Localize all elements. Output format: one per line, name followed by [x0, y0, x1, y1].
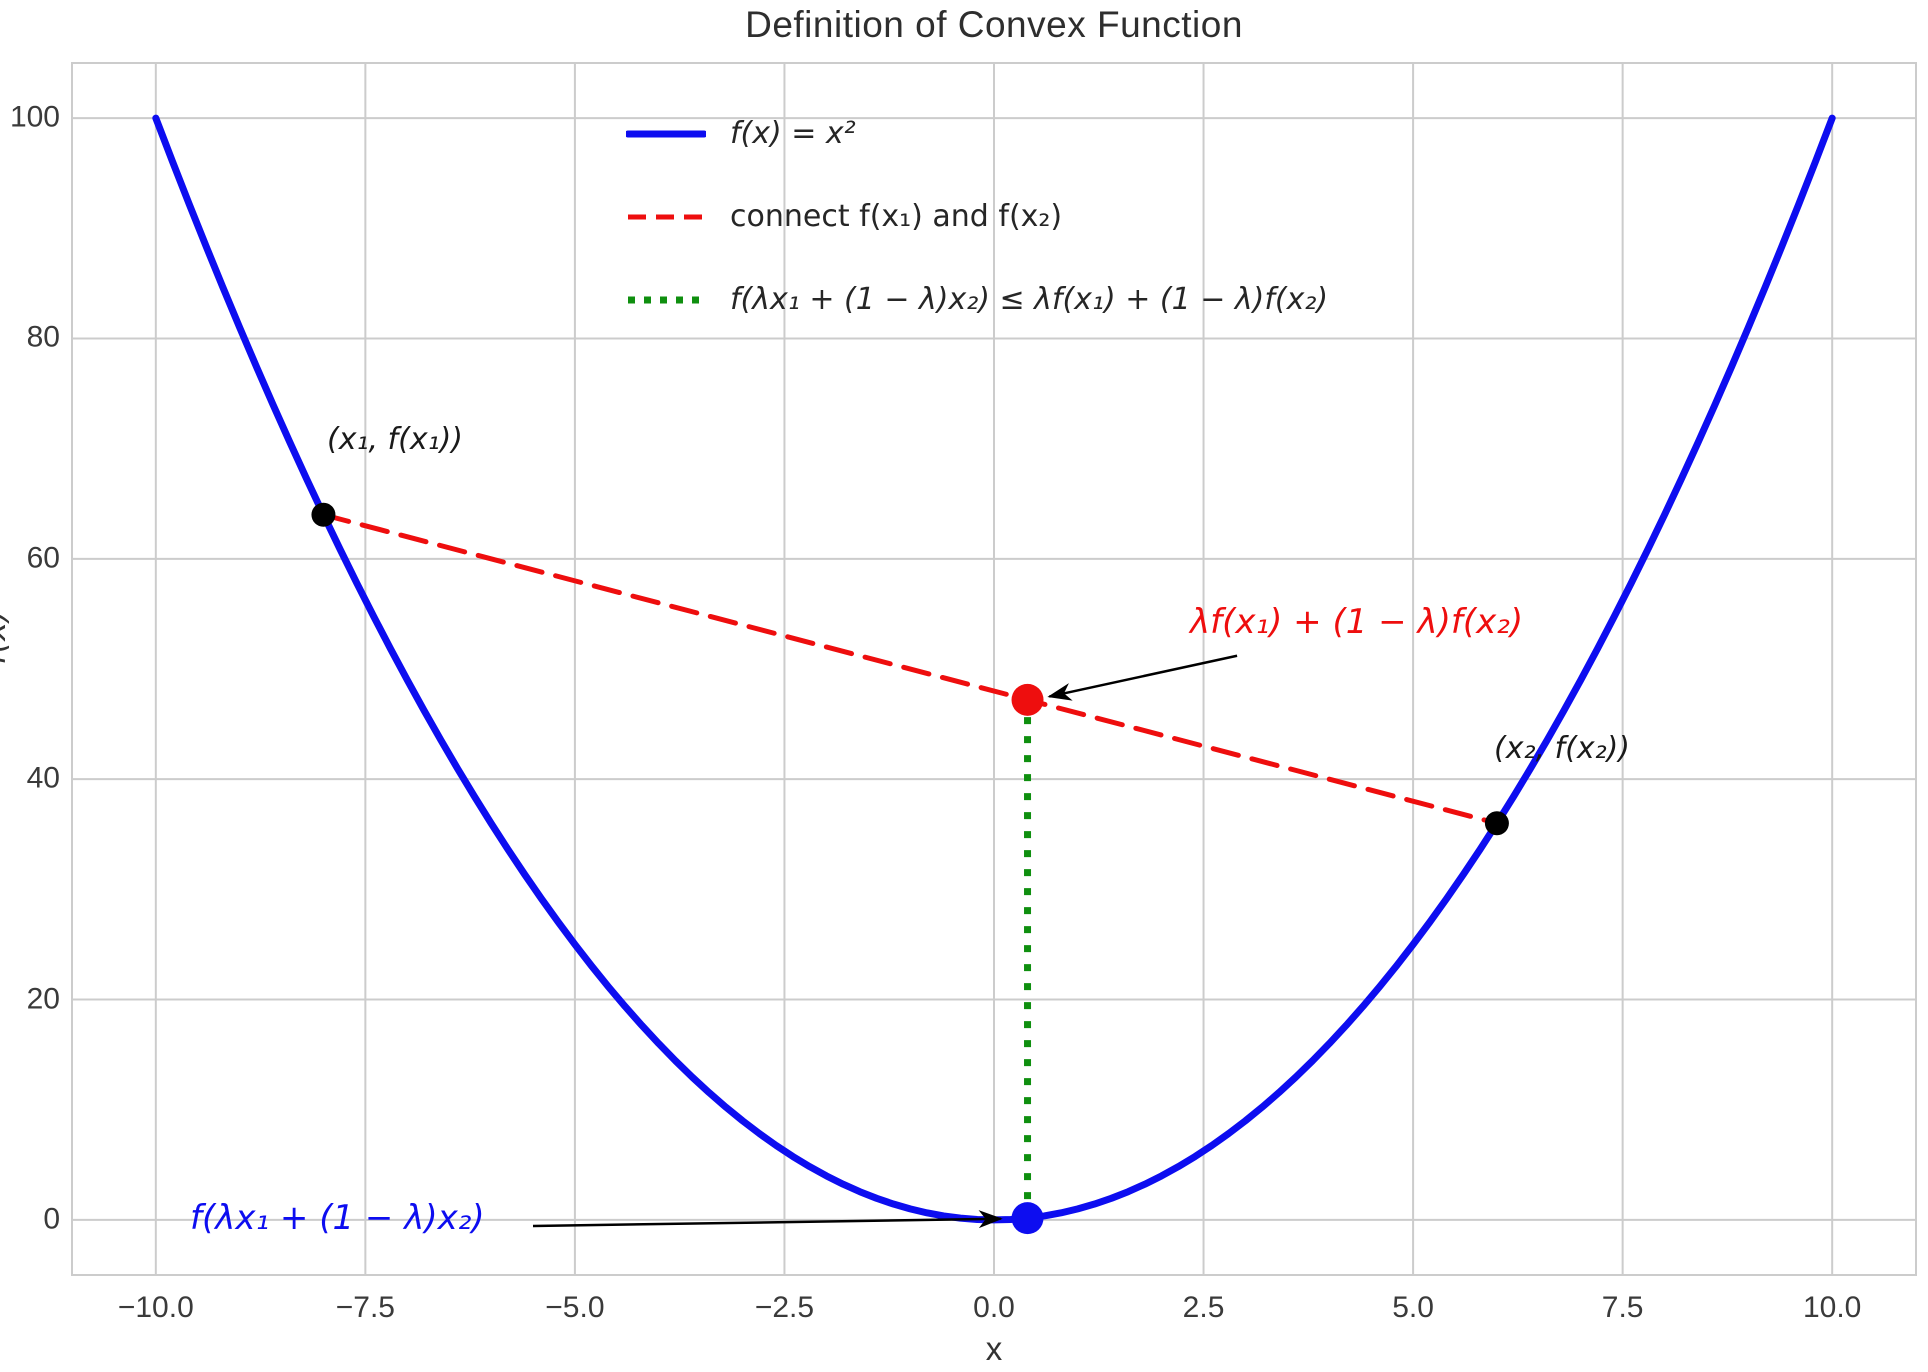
point-x1 [311, 502, 336, 527]
legend-entry: connect f(x₁) and f(x₂) [626, 175, 1328, 258]
x-tick-label: −7.5 [335, 1291, 395, 1324]
x-tick-label: 5.0 [1392, 1291, 1434, 1324]
legend-entry: f(λx₁ + (1 − λ)x₂) ≤ λf(x₁) + (1 − λ)f(x… [626, 258, 1328, 341]
legend-label: f(λx₁ + (1 − λ)x₂) ≤ λf(x₁) + (1 − λ)f(x… [730, 282, 1329, 317]
chart-title: Definition of Convex Function [745, 4, 1243, 45]
legend-dashed-line-swatch [628, 214, 704, 219]
legend-label: f(x) = x² [730, 116, 856, 151]
y-tick-label: 20 [26, 981, 60, 1015]
point-curve [1011, 1202, 1044, 1235]
legend-solid-line-swatch [626, 130, 706, 137]
legend: f(x) = x² connect f(x₁) and f(x₂) f(λx₁ + … [626, 92, 1328, 341]
y-tick-label: 0 [43, 1202, 60, 1236]
y-tick-label: 100 [9, 100, 60, 134]
x-tick-label: −10.0 [117, 1291, 194, 1324]
y-tick-label: 40 [26, 761, 60, 795]
x-tick-label: −5.0 [545, 1291, 605, 1324]
legend-entry: f(x) = x² [626, 92, 1328, 175]
x-tick-label: 7.5 [1601, 1291, 1644, 1324]
point-x2 [1484, 811, 1509, 836]
x-tick-label: 10.0 [1802, 1291, 1862, 1324]
x-tick-label: 0.0 [973, 1291, 1015, 1324]
point1-label: (x₁, f(x₁)) [327, 422, 464, 457]
point2-label: (x₂, f(x₂)) [1494, 731, 1631, 766]
legend-label: connect f(x₁) and f(x₂) [730, 199, 1063, 234]
y-tick-label: 60 [26, 541, 60, 575]
legend-dotted-line-swatch [628, 296, 704, 303]
function-value-annotation: f(λx₁ + (1 − λ)x₂) [190, 1198, 485, 1238]
point-chord [1011, 683, 1044, 716]
chord-value-annotation: λf(x₁) + (1 − λ)f(x₂) [1190, 602, 1524, 642]
y-axis-label: f(x) [0, 609, 13, 665]
x-tick-label: −2.5 [754, 1291, 815, 1324]
y-tick-label: 80 [26, 320, 60, 354]
x-tick-label: 2.5 [1182, 1291, 1225, 1324]
x-axis-label: x [985, 1330, 1003, 1367]
chart-graphics [71, 62, 1917, 1276]
